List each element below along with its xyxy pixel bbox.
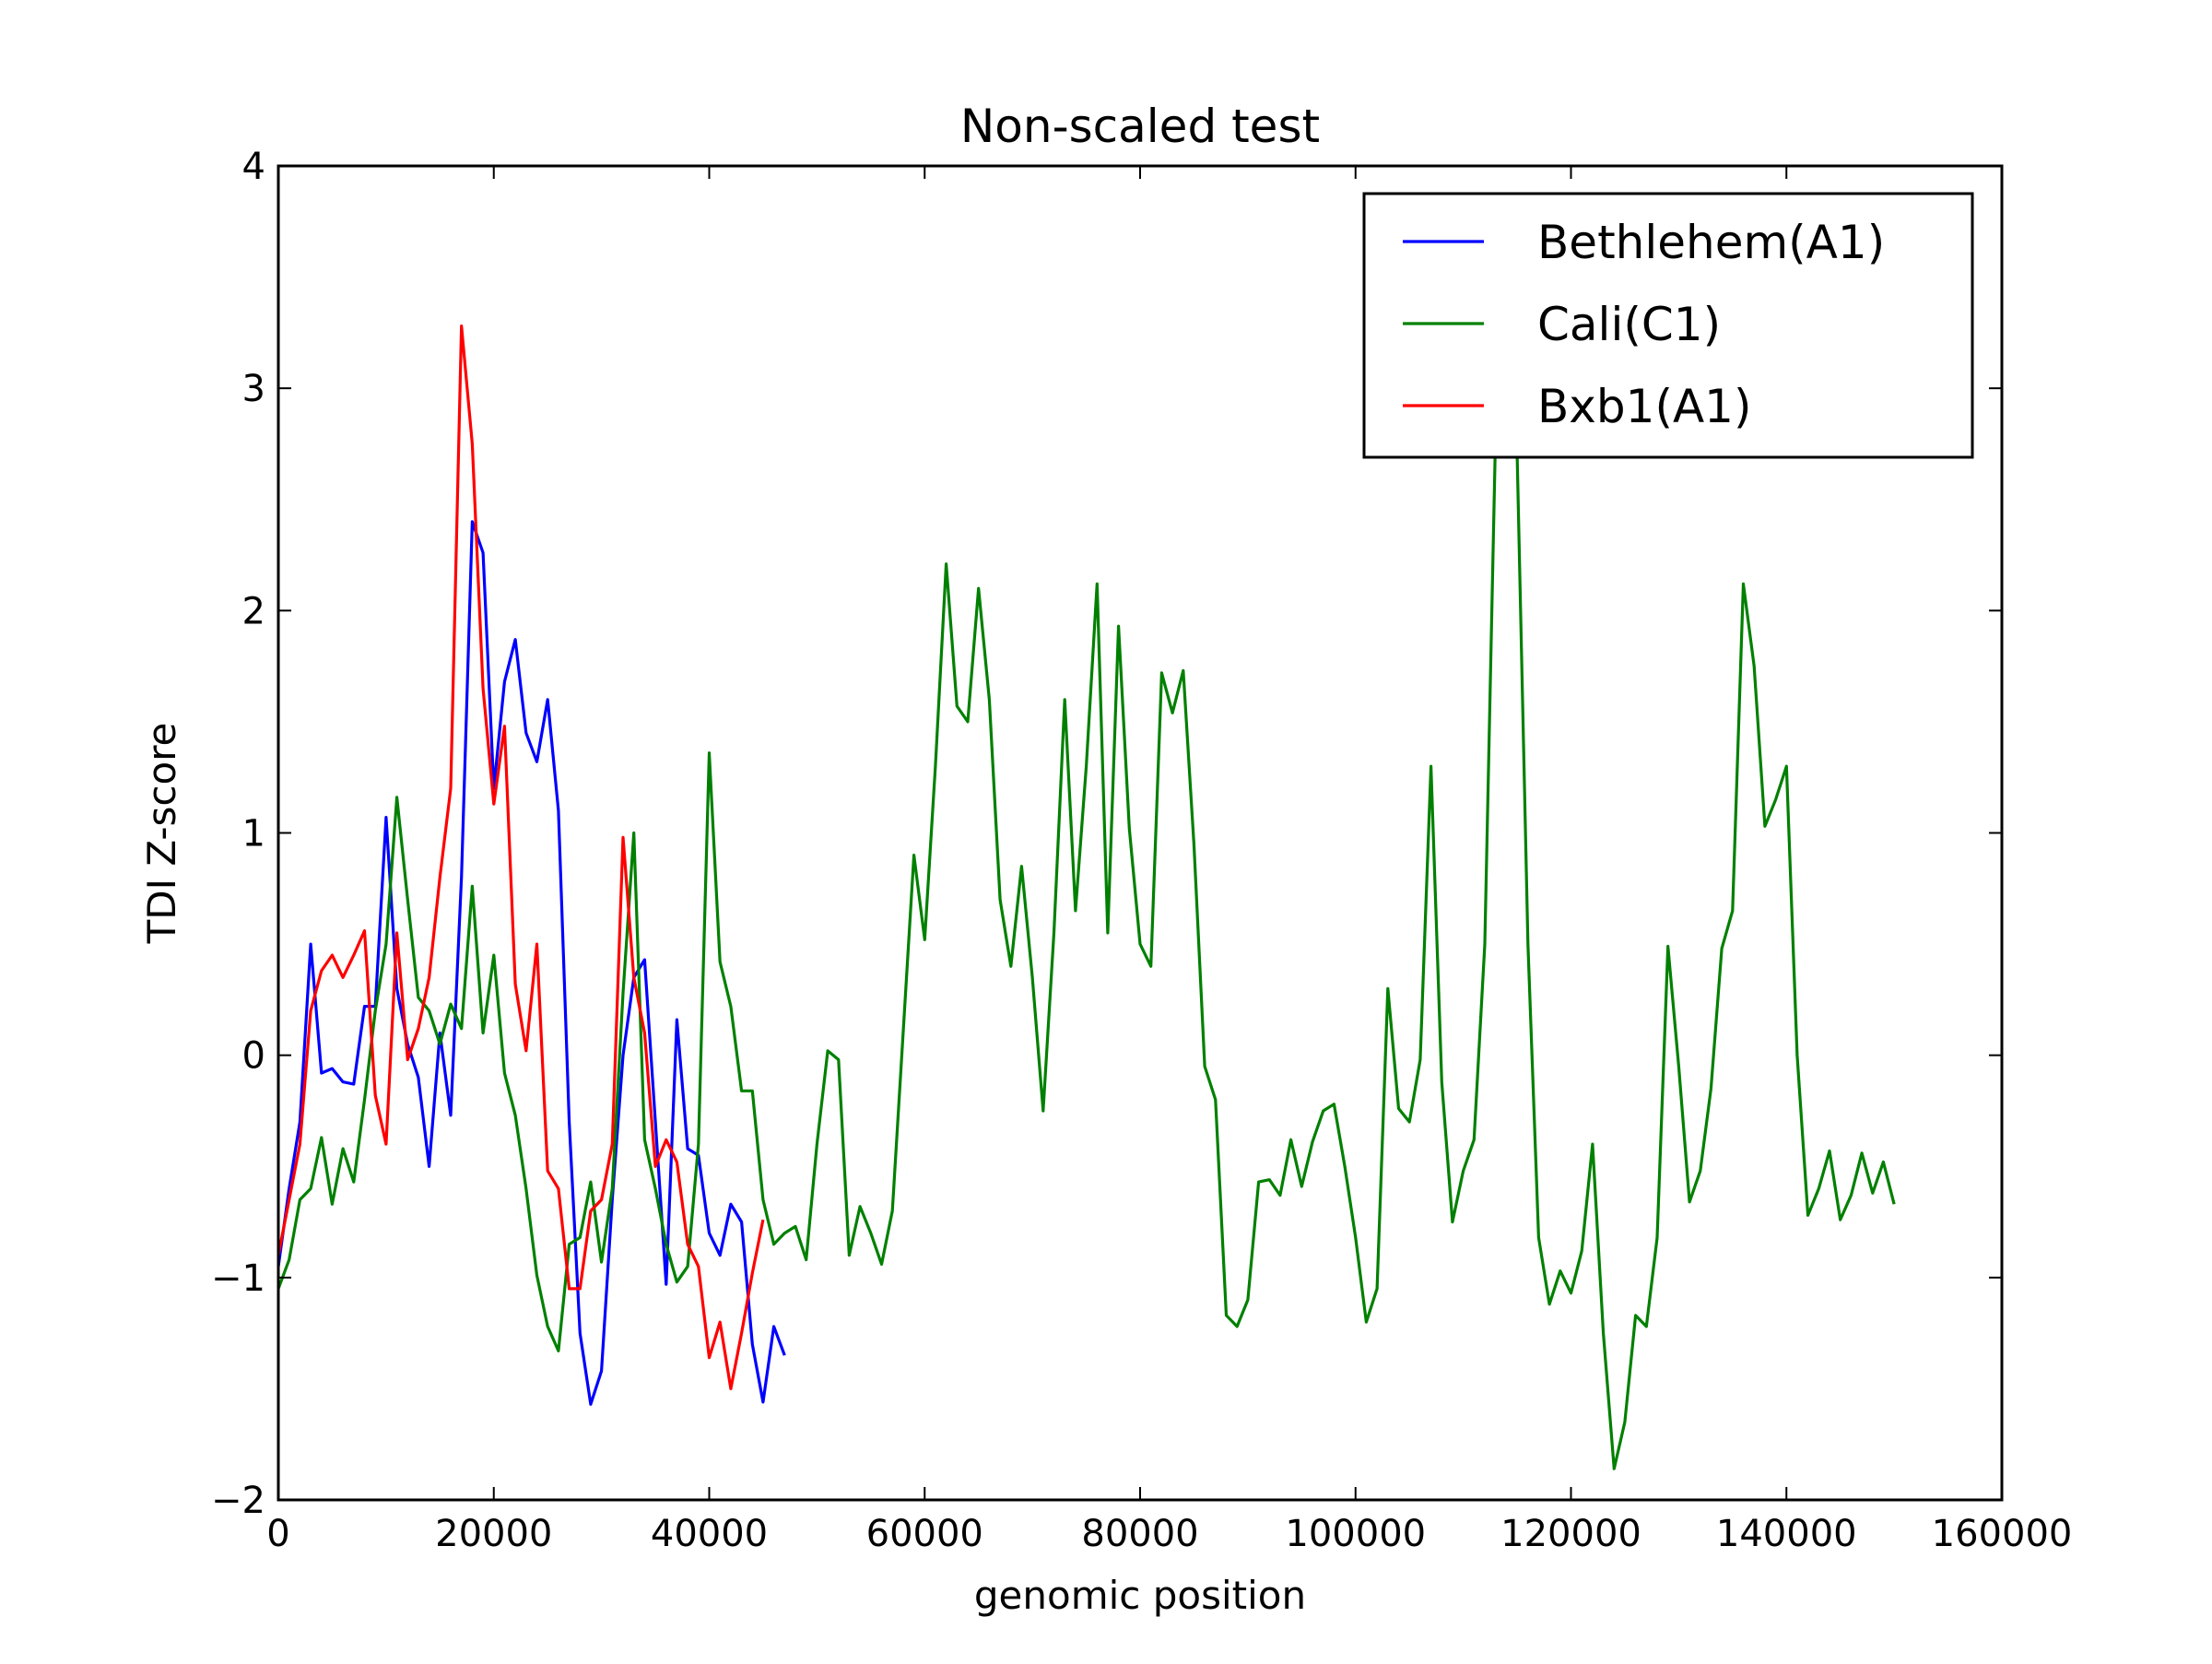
- legend: Bethlehem(A1) Cali(C1) Bxb1(A1): [1362, 192, 1974, 459]
- legend-entries: Bethlehem(A1) Cali(C1) Bxb1(A1): [1403, 216, 1885, 433]
- x-axis-title: genomic position: [974, 1573, 1306, 1618]
- x-tick-label: 80000: [1081, 1513, 1198, 1555]
- legend-label: Cali(C1): [1537, 298, 1721, 351]
- x-tick-label: 20000: [435, 1513, 552, 1555]
- y-tick-label: 3: [242, 368, 265, 410]
- x-tick-label: 40000: [651, 1513, 768, 1555]
- legend-entry-bxb1-a1: Bxb1(A1): [1403, 380, 1751, 433]
- x-tick-label: 120000: [1500, 1513, 1641, 1555]
- series-line-bethlehem-a1: [278, 520, 786, 1406]
- y-tick-label: 2: [242, 590, 265, 632]
- y-axis-title: TDI Z-score: [139, 723, 184, 945]
- y-tick-label: 0: [242, 1035, 265, 1078]
- y-tick-label: 4: [242, 146, 265, 188]
- legend-entry-cali-c1: Cali(C1): [1403, 298, 1721, 351]
- axis-tick-labels: 0 20000 40000 60000 80000 100000 120000 140000 1…: [211, 146, 2072, 1555]
- y-tick-label: −1: [211, 1257, 265, 1300]
- x-tick-label: 140000: [1716, 1513, 1857, 1555]
- legend-box: [1362, 192, 1974, 459]
- series-layer: [278, 320, 1896, 1470]
- chart-title: Non-scaled test: [960, 100, 1320, 153]
- x-tick-label: 60000: [866, 1513, 983, 1555]
- legend-label: Bethlehem(A1): [1537, 216, 1885, 269]
- series-line-cali-c1: [278, 320, 1896, 1470]
- series-line-bxb1-a1: [278, 325, 765, 1391]
- y-tick-label: −2: [211, 1480, 265, 1522]
- legend-label: Bxb1(A1): [1537, 380, 1751, 433]
- axis-ticks: [277, 165, 2003, 1501]
- x-tick-label: 0: [266, 1513, 289, 1555]
- legend-entry-bethlehem-a1: Bethlehem(A1): [1403, 216, 1885, 269]
- x-tick-label: 160000: [1932, 1513, 2073, 1555]
- x-tick-label: 100000: [1285, 1513, 1426, 1555]
- y-tick-label: 1: [242, 813, 265, 856]
